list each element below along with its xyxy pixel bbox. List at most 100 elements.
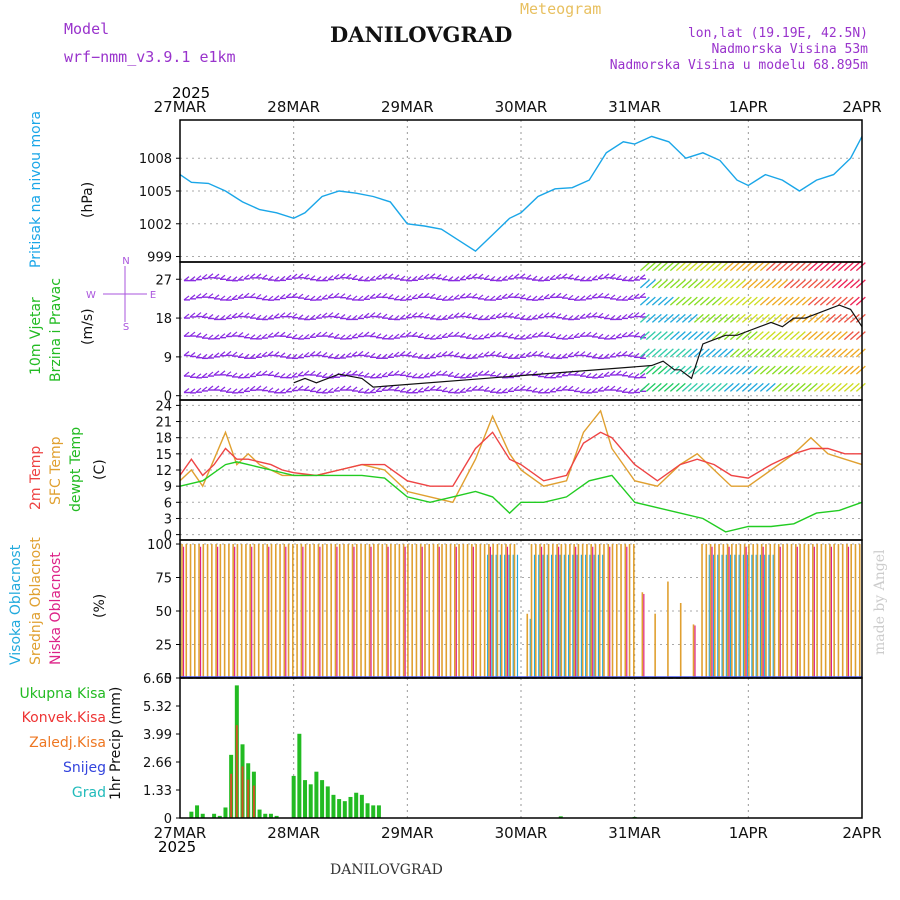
wind-barb — [657, 365, 668, 375]
wind-barb — [717, 382, 728, 392]
wind-barb — [663, 382, 674, 392]
wind-barb — [705, 348, 716, 358]
wind-barb — [699, 331, 710, 341]
footer-title: DANILOVGRAD — [330, 862, 443, 878]
wind-barb — [813, 262, 824, 272]
wind-barb — [759, 262, 770, 272]
wind-barb — [747, 262, 758, 272]
precip-bar — [297, 733, 302, 818]
wind-barb — [837, 279, 848, 289]
precip-bar — [371, 805, 376, 818]
wind-barb — [735, 262, 746, 272]
wind-barb — [795, 296, 806, 306]
wind-barb — [849, 279, 860, 289]
axes-layer: 27MAR 27MAR 28MAR 28MAR 29MAR 29MAR 30MAR 30MAR… — [139, 98, 882, 842]
wind-barb — [771, 279, 782, 289]
wind-barb — [639, 365, 650, 375]
wind-barb — [747, 296, 758, 306]
wind-barb — [723, 382, 734, 392]
wind-barb — [681, 382, 692, 392]
wind-barb — [813, 296, 824, 306]
wind-barb — [705, 382, 716, 392]
y-tick-label: 0 — [164, 529, 172, 544]
y-tick-label: 9 — [164, 480, 172, 495]
wind-barb — [741, 279, 752, 289]
x-tick-label: 29MAR — [381, 824, 434, 842]
wind-barb — [669, 296, 680, 306]
wind-barb — [783, 382, 794, 392]
y-tick-label: 5.32 — [143, 700, 172, 715]
wind-barb — [849, 348, 860, 358]
wind-barb — [759, 296, 770, 306]
wind-barb — [819, 296, 830, 306]
wind-barb — [651, 382, 662, 392]
wind-barb — [747, 331, 758, 341]
precip-bar — [558, 816, 563, 818]
wind-barb — [753, 279, 764, 289]
y-tick-label: 3.99 — [143, 728, 172, 743]
wind-barb — [789, 296, 800, 306]
wind-barb — [657, 279, 668, 289]
wind-barb — [831, 279, 842, 289]
wind-barb — [681, 262, 692, 272]
wind-barb — [747, 382, 758, 392]
wind-barb — [819, 313, 830, 323]
wind-barb — [771, 313, 782, 323]
wind-barb — [837, 296, 848, 306]
wind-barb — [687, 279, 698, 289]
wind-barb — [639, 331, 650, 341]
wind-barb — [735, 279, 746, 289]
wind-barb — [699, 262, 710, 272]
wind-barb — [693, 279, 704, 289]
precip-bar — [200, 813, 205, 818]
series-layer — [179, 135, 863, 818]
wind-barb — [741, 382, 752, 392]
wind-barb — [693, 382, 704, 392]
wind-barb — [729, 365, 740, 375]
wind-barb — [753, 382, 764, 392]
wind-barb — [735, 348, 746, 358]
wind-barb — [825, 262, 836, 272]
page-title: DANILOVGRAD — [330, 22, 513, 47]
wind-barb — [657, 382, 668, 392]
wind-barb — [771, 348, 782, 358]
wind-barb — [807, 365, 818, 375]
wind-barb — [813, 382, 824, 392]
wind-barb — [711, 348, 722, 358]
wind-barb — [663, 331, 674, 341]
wind-barb — [795, 348, 806, 358]
wind-barb — [819, 262, 830, 272]
wind-barb — [831, 348, 842, 358]
wind-barb — [819, 348, 830, 358]
x-tick-label: 30MAR — [495, 98, 548, 116]
wind-barb — [831, 313, 842, 323]
wind-barb — [693, 348, 704, 358]
wind-barb — [705, 313, 716, 323]
wind-barb — [711, 313, 722, 323]
wind-barb — [813, 348, 824, 358]
wind-barb — [807, 382, 818, 392]
wind-barb — [801, 348, 812, 358]
wind-barb — [819, 365, 830, 375]
wind-barb — [735, 365, 746, 375]
wind-barb — [729, 382, 740, 392]
compass-s: S — [123, 322, 129, 333]
wind-barb — [777, 296, 788, 306]
wind-barb — [645, 348, 656, 358]
wind-barb — [657, 262, 668, 272]
wind-barb — [801, 279, 812, 289]
wind-barb — [681, 331, 692, 341]
wind-barb — [663, 348, 674, 358]
precip-bar — [303, 780, 308, 818]
precip-bar — [308, 784, 313, 818]
wind-barb — [843, 262, 854, 272]
wind-barb — [825, 313, 836, 323]
precip-bar — [189, 811, 194, 818]
y-tick-label: 1002 — [139, 218, 172, 233]
x-tick-label: 27MAR — [154, 824, 207, 842]
wind-barb — [843, 365, 854, 375]
x-tick-label: 28MAR — [267, 824, 320, 842]
y-tick-label: 999 — [147, 251, 172, 266]
wind-barb — [645, 262, 656, 272]
wind-barb — [837, 331, 848, 341]
